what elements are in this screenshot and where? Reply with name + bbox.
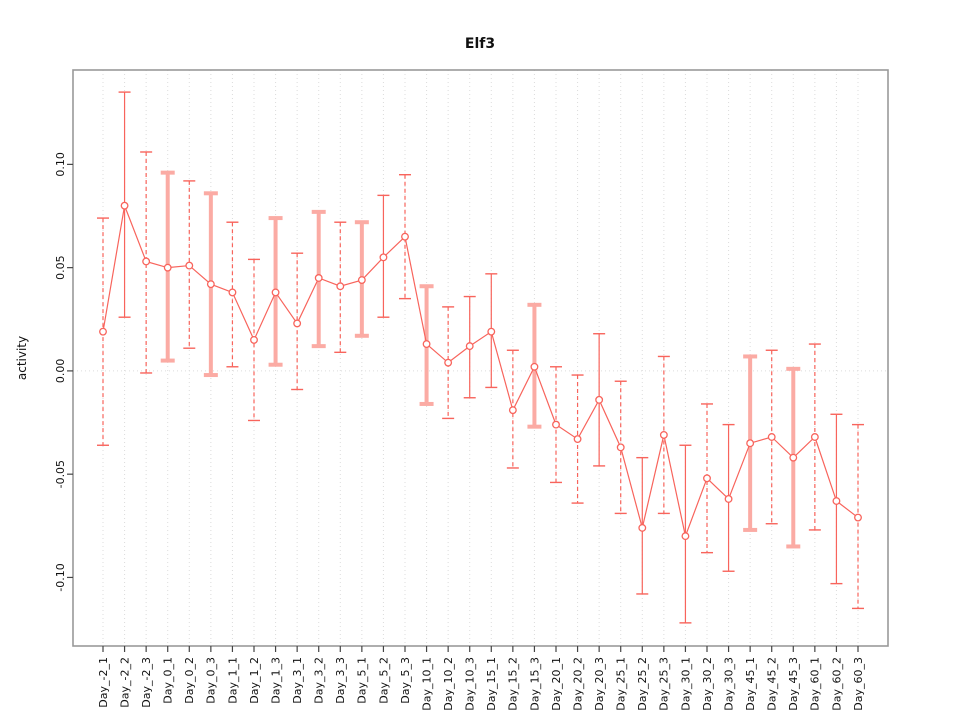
data-point xyxy=(465,342,474,351)
data-point xyxy=(530,362,539,371)
x-tick-label: Day_1_1 xyxy=(226,657,239,704)
data-point xyxy=(659,430,668,439)
x-tick-label: Day_25_2 xyxy=(636,657,649,711)
data-point xyxy=(99,327,107,336)
errorbar-layer xyxy=(97,91,864,624)
point-layer xyxy=(99,201,862,541)
x-tick-label: Day_30_2 xyxy=(701,657,714,711)
data-point xyxy=(487,327,496,336)
x-tick-label: Day_1_3 xyxy=(269,657,282,704)
x-tick-label: Day_-2_2 xyxy=(118,657,131,708)
data-point xyxy=(185,261,194,270)
data-point xyxy=(250,335,258,344)
x-tick-label: Day_0_2 xyxy=(183,657,196,704)
data-point xyxy=(703,474,711,483)
x-tick-label: Day_1_2 xyxy=(248,657,261,704)
data-point xyxy=(595,395,604,404)
x-tick-label: Day_20_2 xyxy=(571,657,584,711)
x-tick-label: Day_25_1 xyxy=(615,657,628,711)
x-tick-label: Day_10_1 xyxy=(420,657,433,711)
data-point xyxy=(293,319,302,328)
x-tick-label: Day_0_3 xyxy=(205,657,218,704)
x-tick-label: Day_5_1 xyxy=(356,657,369,704)
data-point xyxy=(789,453,798,462)
x-tick-label: Day_30_1 xyxy=(679,657,692,711)
tick-layer: Day_-2_1 Day_-2_2 Day_-2_3 Day_0_1 Day_0_2 Da… xyxy=(54,152,865,711)
data-point xyxy=(508,406,517,415)
x-tick-label: Day_45_1 xyxy=(744,657,757,711)
data-point xyxy=(832,497,841,505)
y-axis-label: activity xyxy=(15,336,29,380)
x-tick-label: Day_5_3 xyxy=(399,657,412,704)
data-point xyxy=(142,257,151,266)
x-tick-label: Day_-2_3 xyxy=(140,657,153,708)
x-tick-label: Day_60_2 xyxy=(830,657,843,711)
y-tick-label: 0.00 xyxy=(54,359,67,384)
data-point xyxy=(357,276,366,284)
data-point xyxy=(854,513,862,522)
data-point xyxy=(379,253,388,262)
x-tick-label: Day_3_1 xyxy=(291,657,304,704)
data-point xyxy=(206,280,215,289)
x-tick-label: Day_10_3 xyxy=(464,657,477,711)
data-point xyxy=(616,443,625,452)
data-point xyxy=(746,439,755,448)
data-point xyxy=(163,263,172,272)
data-point xyxy=(271,288,280,297)
x-tick-label: Day_20_3 xyxy=(593,657,606,711)
data-point xyxy=(314,274,323,282)
data-point xyxy=(573,435,582,444)
data-point xyxy=(552,420,560,429)
x-tick-label: Day_-2_1 xyxy=(97,657,110,708)
y-tick-label: -0.05 xyxy=(54,460,67,488)
x-tick-label: Day_0_1 xyxy=(162,657,175,704)
data-point xyxy=(228,288,237,297)
x-tick-label: Day_5_2 xyxy=(377,657,390,704)
data-point xyxy=(681,532,690,541)
series-line xyxy=(102,203,859,539)
data-point xyxy=(767,433,776,441)
data-point xyxy=(336,282,345,291)
y-tick-label: 0.10 xyxy=(54,152,67,177)
x-tick-label: Day_60_3 xyxy=(852,657,865,711)
data-point xyxy=(724,495,733,503)
x-tick-label: Day_15_3 xyxy=(528,657,541,711)
data-point xyxy=(444,358,453,367)
x-tick-label: Day_15_2 xyxy=(507,657,520,711)
x-tick-label: Day_25_3 xyxy=(658,657,671,711)
x-tick-label: Day_20_1 xyxy=(550,657,563,711)
data-point xyxy=(120,201,129,210)
line-layer xyxy=(102,203,859,539)
data-point xyxy=(638,523,647,532)
grid-layer xyxy=(73,70,888,646)
x-tick-label: Day_45_3 xyxy=(787,657,800,711)
x-tick-label: Day_3_2 xyxy=(313,657,326,704)
data-point xyxy=(401,232,409,241)
y-tick-label: 0.05 xyxy=(54,255,67,280)
x-tick-label: Day_30_3 xyxy=(722,657,735,711)
x-tick-label: Day_60_1 xyxy=(809,657,822,711)
chart-title: Elf3 xyxy=(465,36,495,52)
x-tick-label: Day_3_3 xyxy=(334,657,347,704)
frame-layer xyxy=(72,69,889,647)
y-tick-label: -0.10 xyxy=(54,563,67,591)
plot-box xyxy=(72,69,889,647)
data-point xyxy=(810,433,819,441)
x-tick-label: Day_10_2 xyxy=(442,657,455,711)
x-tick-label: Day_45_2 xyxy=(766,657,779,711)
x-tick-label: Day_15_1 xyxy=(485,657,498,711)
data-point xyxy=(422,340,431,349)
